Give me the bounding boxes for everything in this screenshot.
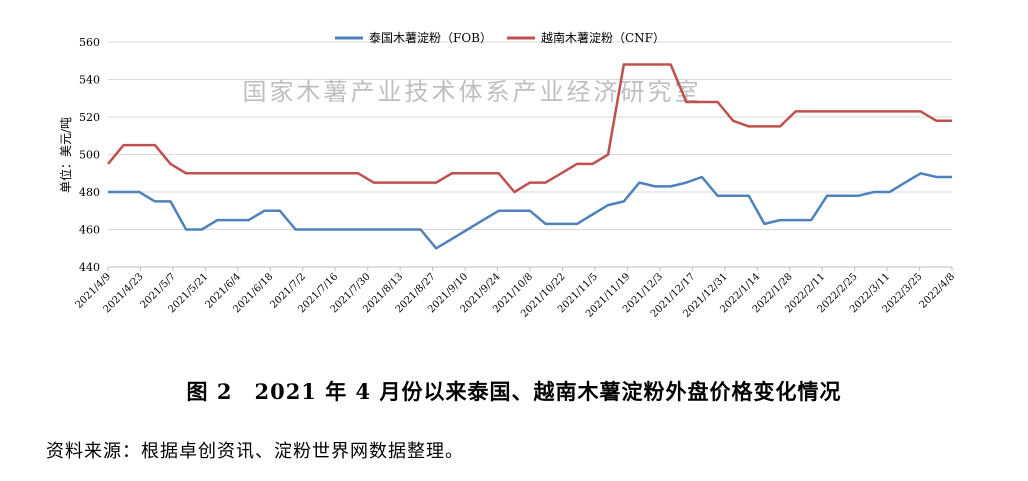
x-tick-label: 2022/4/8: [918, 271, 958, 311]
y-tick-label: 520: [79, 111, 100, 124]
y-tick-label: 500: [79, 149, 100, 162]
chart-svg: 国家木薯产业技术体系产业经济研究室 440 460 480 500 520 540 560 2…: [58, 30, 958, 320]
figure-number: 图 2: [186, 379, 233, 404]
figure-caption: 图 2 2021 年 4 月份以来泰国、越南木薯淀粉外盘价格变化情况: [0, 376, 1028, 406]
series-line-2: [107, 63, 952, 194]
legend: 泰国木薯淀粉（FOB） 越南木薯淀粉（CNF）: [335, 30, 665, 45]
watermark-text: 国家木薯产业技术体系产业经济研究室: [243, 78, 702, 106]
y-tick-label: 440: [79, 261, 100, 274]
y-tick-label: 460: [79, 224, 100, 237]
series-line-1: [108, 172, 952, 250]
y-tick-label: 540: [79, 74, 100, 87]
y-tick-label: 480: [79, 186, 100, 199]
legend-label: 越南木薯淀粉（CNF）: [541, 30, 665, 45]
figure-title: 2021 年 4 月份以来泰国、越南木薯淀粉外盘价格变化情况: [254, 379, 842, 404]
legend-label: 泰国木薯淀粉（FOB）: [369, 31, 492, 45]
series-lines: [107, 63, 952, 250]
y-axis-label: 单位：美元/吨: [58, 117, 73, 193]
y-tick-label: 560: [79, 36, 100, 49]
data-source-note: 资料来源：根据卓创资讯、淀粉世界网数据整理。: [46, 441, 464, 462]
grid-lines: [108, 41, 952, 230]
line-chart: 国家木薯产业技术体系产业经济研究室 440 460 480 500 520 540 560 2…: [58, 30, 958, 320]
